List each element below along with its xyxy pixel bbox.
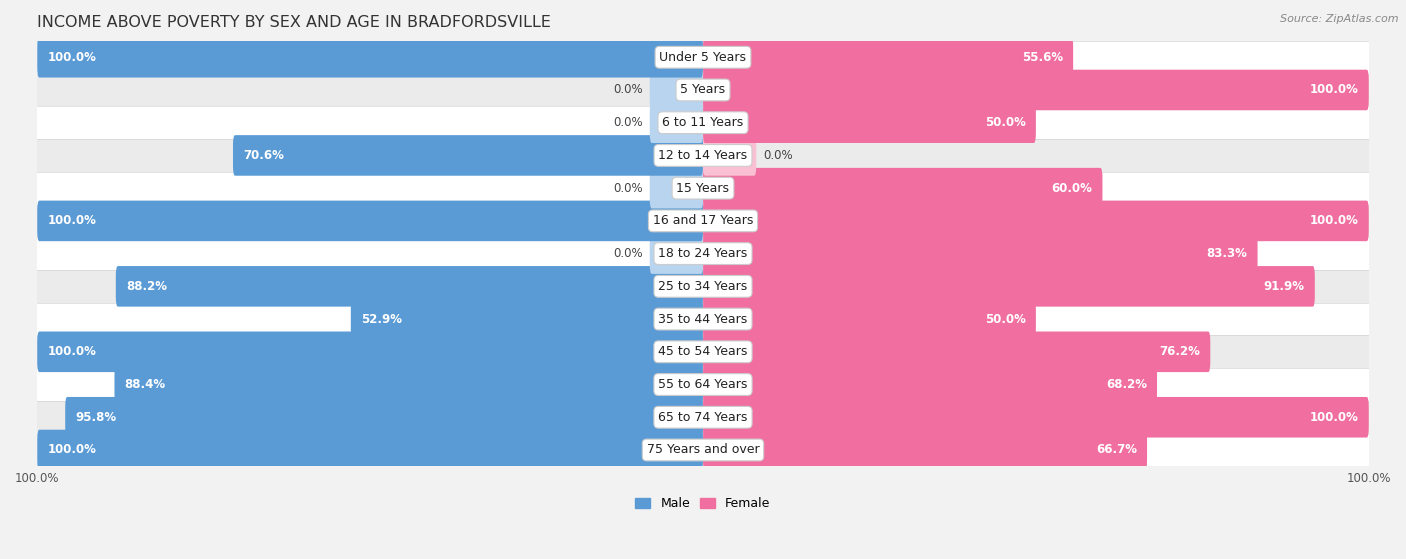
Text: 65 to 74 Years: 65 to 74 Years xyxy=(658,411,748,424)
Bar xyxy=(37,106,1369,139)
FancyBboxPatch shape xyxy=(352,299,703,339)
Text: 100.0%: 100.0% xyxy=(48,215,96,228)
FancyBboxPatch shape xyxy=(703,70,1369,110)
FancyBboxPatch shape xyxy=(703,266,1315,307)
Legend: Male, Female: Male, Female xyxy=(630,492,776,515)
Text: 100.0%: 100.0% xyxy=(48,443,96,457)
FancyBboxPatch shape xyxy=(703,233,1257,274)
Text: 88.4%: 88.4% xyxy=(125,378,166,391)
FancyBboxPatch shape xyxy=(115,266,703,307)
Text: 45 to 54 Years: 45 to 54 Years xyxy=(658,345,748,358)
Text: 12 to 14 Years: 12 to 14 Years xyxy=(658,149,748,162)
FancyBboxPatch shape xyxy=(233,135,703,176)
Bar xyxy=(37,205,1369,237)
FancyBboxPatch shape xyxy=(703,331,1211,372)
Text: Source: ZipAtlas.com: Source: ZipAtlas.com xyxy=(1281,14,1399,24)
FancyBboxPatch shape xyxy=(703,37,1073,78)
Text: 75 Years and over: 75 Years and over xyxy=(647,443,759,457)
Text: 100.0%: 100.0% xyxy=(48,345,96,358)
Text: Under 5 Years: Under 5 Years xyxy=(659,51,747,64)
Text: 55 to 64 Years: 55 to 64 Years xyxy=(658,378,748,391)
Bar xyxy=(37,41,1369,74)
FancyBboxPatch shape xyxy=(703,397,1369,438)
Text: 100.0%: 100.0% xyxy=(48,51,96,64)
Text: 91.9%: 91.9% xyxy=(1264,280,1305,293)
Text: 70.6%: 70.6% xyxy=(243,149,284,162)
FancyBboxPatch shape xyxy=(703,201,1369,241)
Bar xyxy=(37,172,1369,205)
Text: 100.0%: 100.0% xyxy=(1310,215,1358,228)
FancyBboxPatch shape xyxy=(703,135,756,176)
Text: 52.9%: 52.9% xyxy=(361,312,402,325)
Text: 0.0%: 0.0% xyxy=(613,83,643,97)
FancyBboxPatch shape xyxy=(114,364,703,405)
Text: 50.0%: 50.0% xyxy=(986,312,1026,325)
Text: 0.0%: 0.0% xyxy=(613,116,643,129)
Text: 25 to 34 Years: 25 to 34 Years xyxy=(658,280,748,293)
FancyBboxPatch shape xyxy=(37,331,703,372)
Text: 5 Years: 5 Years xyxy=(681,83,725,97)
FancyBboxPatch shape xyxy=(650,168,703,209)
Bar xyxy=(37,434,1369,466)
Text: 55.6%: 55.6% xyxy=(1022,51,1063,64)
Text: 66.7%: 66.7% xyxy=(1097,443,1137,457)
Text: 0.0%: 0.0% xyxy=(613,247,643,260)
Bar xyxy=(37,401,1369,434)
FancyBboxPatch shape xyxy=(703,299,1036,339)
Text: 76.2%: 76.2% xyxy=(1160,345,1201,358)
Text: 18 to 24 Years: 18 to 24 Years xyxy=(658,247,748,260)
FancyBboxPatch shape xyxy=(650,233,703,274)
Text: 15 Years: 15 Years xyxy=(676,182,730,195)
Bar xyxy=(37,303,1369,335)
FancyBboxPatch shape xyxy=(37,201,703,241)
FancyBboxPatch shape xyxy=(703,364,1157,405)
Bar xyxy=(37,237,1369,270)
FancyBboxPatch shape xyxy=(37,430,703,470)
Text: 88.2%: 88.2% xyxy=(125,280,167,293)
Text: 16 and 17 Years: 16 and 17 Years xyxy=(652,215,754,228)
FancyBboxPatch shape xyxy=(703,102,1036,143)
Bar xyxy=(37,270,1369,303)
Bar xyxy=(37,74,1369,106)
FancyBboxPatch shape xyxy=(650,70,703,110)
Text: 50.0%: 50.0% xyxy=(986,116,1026,129)
Text: 95.8%: 95.8% xyxy=(75,411,117,424)
Text: 83.3%: 83.3% xyxy=(1206,247,1247,260)
Text: 0.0%: 0.0% xyxy=(613,182,643,195)
FancyBboxPatch shape xyxy=(703,168,1102,209)
Text: 0.0%: 0.0% xyxy=(763,149,793,162)
FancyBboxPatch shape xyxy=(37,37,703,78)
FancyBboxPatch shape xyxy=(703,430,1147,470)
Bar xyxy=(37,335,1369,368)
Text: 60.0%: 60.0% xyxy=(1052,182,1092,195)
Text: INCOME ABOVE POVERTY BY SEX AND AGE IN BRADFORDSVILLE: INCOME ABOVE POVERTY BY SEX AND AGE IN B… xyxy=(37,15,551,30)
Text: 68.2%: 68.2% xyxy=(1107,378,1147,391)
Text: 6 to 11 Years: 6 to 11 Years xyxy=(662,116,744,129)
FancyBboxPatch shape xyxy=(65,397,703,438)
Text: 35 to 44 Years: 35 to 44 Years xyxy=(658,312,748,325)
FancyBboxPatch shape xyxy=(650,102,703,143)
Bar xyxy=(37,139,1369,172)
Text: 100.0%: 100.0% xyxy=(1310,411,1358,424)
Text: 100.0%: 100.0% xyxy=(1310,83,1358,97)
Bar xyxy=(37,368,1369,401)
